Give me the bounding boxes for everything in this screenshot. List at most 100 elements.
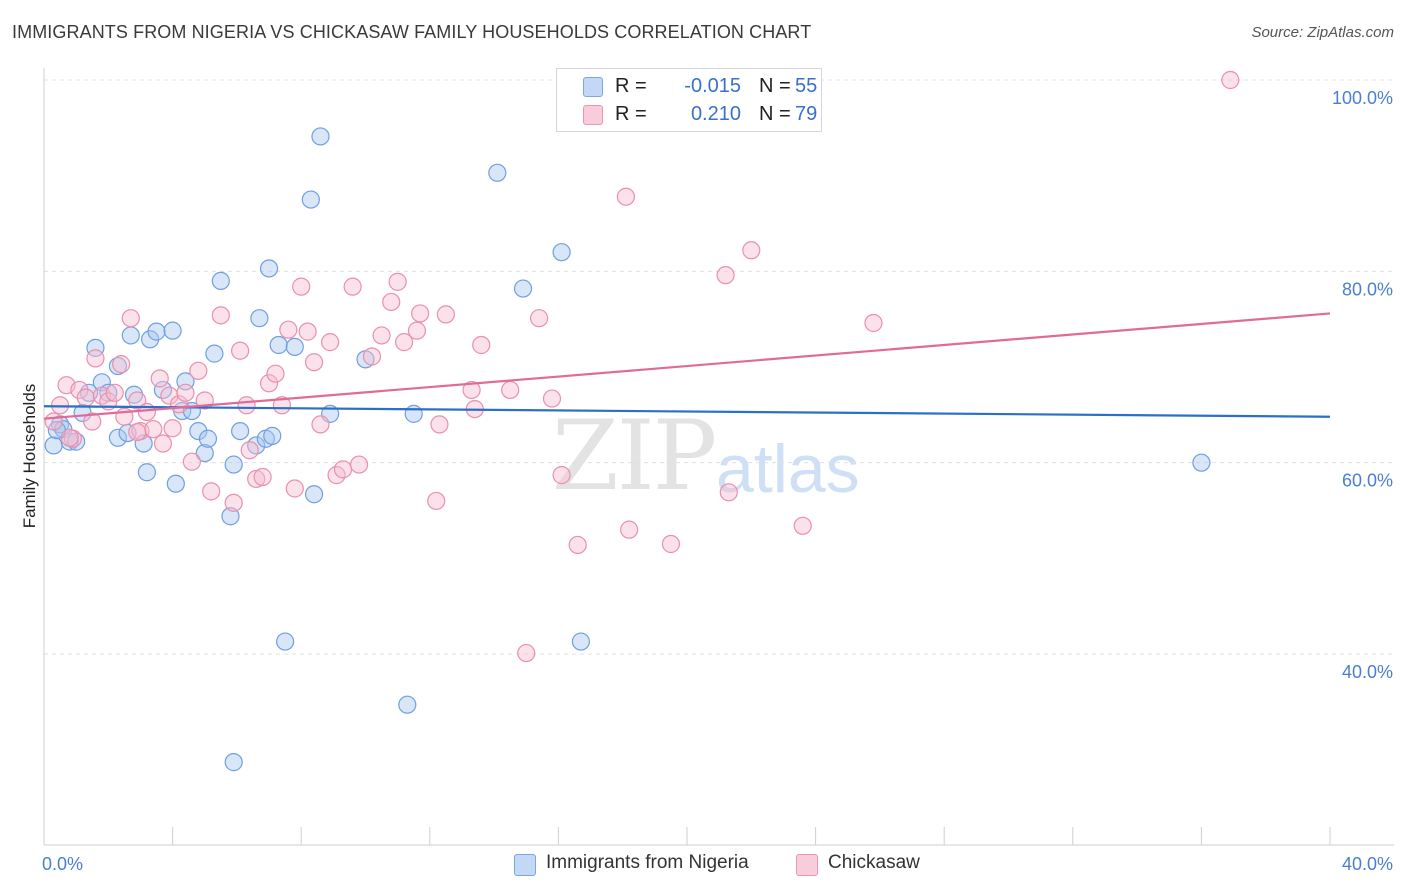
nigeria-point [189, 421, 208, 441]
chickasaw-point [279, 320, 298, 339]
chickasaw-point [231, 341, 250, 360]
nigeria-point [195, 444, 214, 463]
chickasaw-point [388, 272, 407, 291]
chickasaw-point [864, 313, 883, 333]
x-tick-label: 40.0% [1342, 854, 1393, 874]
chickasaw-point [144, 420, 163, 439]
legend-r-label: R = [615, 75, 647, 97]
chickasaw-point [292, 277, 311, 296]
chickasaw-point [285, 479, 304, 498]
y-tick-label: 60.0% [1342, 471, 1393, 491]
nigeria-point [108, 356, 128, 376]
chickasaw-point [298, 322, 317, 341]
series-nigeria-points [44, 127, 1211, 772]
nigeria-point [285, 337, 304, 357]
chickasaw-point [128, 422, 147, 442]
nigeria-point [231, 421, 250, 441]
nigeria-point [276, 632, 295, 651]
chickasaw-point [150, 369, 169, 388]
legend-n-label: N = [759, 75, 791, 97]
legend-n-value-chickasaw: 79 [795, 103, 818, 125]
chickasaw-point [620, 520, 639, 539]
chickasaw-point [272, 396, 292, 415]
nigeria-point [259, 259, 279, 278]
chickasaw-point [266, 364, 285, 383]
legend-row-chickasaw: R = 0.210 N = 79 [583, 103, 817, 127]
trend-lines [43, 312, 1331, 420]
chickasaw-point [517, 643, 536, 663]
chickasaw-point [304, 353, 324, 372]
bottom-legend-swatch-nigeria [514, 854, 536, 876]
chickasaw-point [372, 326, 391, 345]
chickasaw-point [436, 305, 455, 324]
chickasaw-point [530, 309, 549, 328]
chickasaw-point [202, 482, 221, 501]
chickasaw-point [240, 441, 259, 460]
chickasaw-point [60, 428, 79, 447]
legend-r-value-nigeria: -0.015 [684, 75, 741, 97]
chickasaw-point [382, 292, 401, 312]
chickasaw-point [121, 309, 140, 328]
nigeria-point [221, 507, 240, 526]
nigeria-point [224, 455, 243, 474]
chickasaw-point [542, 389, 562, 408]
source-credit: Source: ZipAtlas.com [1251, 24, 1394, 41]
y-tick-label: 100.0% [1332, 88, 1393, 108]
trend-line-chickasaw [43, 312, 1331, 420]
chickasaw-point [189, 361, 208, 380]
chickasaw-point [259, 374, 279, 393]
chickasaw-point [568, 535, 587, 555]
nigeria-point [311, 127, 330, 146]
nigeria-point [269, 335, 288, 355]
chickasaw-point [182, 452, 201, 471]
chickasaw-point [349, 455, 369, 474]
x-tick-label: 0.0% [42, 854, 83, 874]
chickasaw-point [86, 349, 105, 368]
chickasaw-point [211, 306, 230, 325]
chickasaw-point [430, 415, 449, 434]
nigeria-point [163, 321, 182, 340]
bottom-legend-label-chickasaw: Chickasaw [828, 852, 920, 873]
nigeria-point [92, 373, 111, 392]
nigeria-point [121, 326, 140, 345]
nigeria-point [263, 426, 282, 445]
nigeria-point [398, 695, 417, 714]
chickasaw-point [501, 380, 520, 400]
chickasaw-point [237, 396, 256, 415]
nigeria-point [124, 385, 144, 404]
chickasaw-point [311, 415, 330, 434]
nigeria-point [205, 344, 224, 363]
nigeria-point [552, 243, 571, 262]
nigeria-point [147, 322, 166, 341]
nigeria-point [224, 753, 243, 772]
bottom-legend-label-nigeria: Immigrants from Nigeria [546, 852, 749, 873]
chickasaw-point [247, 469, 266, 489]
y-tick-label: 40.0% [1342, 662, 1393, 682]
trend-line-nigeria [43, 405, 1331, 418]
nigeria-point [513, 279, 533, 298]
nigeria-point [301, 190, 320, 209]
chickasaw-point [44, 412, 63, 431]
chickasaw-point [716, 266, 735, 285]
chickasaw-point [394, 333, 414, 352]
nigeria-point [250, 309, 269, 328]
legend-n-value-nigeria: 55 [795, 75, 818, 97]
legend-swatch-nigeria [583, 77, 603, 97]
x-axis-ticks [172, 827, 1331, 845]
nigeria-point [198, 429, 218, 448]
nigeria-point [571, 632, 591, 651]
chickasaw-point [76, 388, 95, 407]
chickasaw-point [362, 347, 382, 366]
chickasaw-point [333, 460, 353, 479]
chickasaw-point [343, 277, 362, 296]
x-axis-tick-labels: 0.0% 40.0% [42, 854, 1393, 874]
chickasaw-point [1221, 70, 1240, 90]
chickasaw-point [552, 466, 571, 485]
chickasaw-point [411, 304, 430, 323]
chickasaw-point [83, 412, 102, 431]
nigeria-point [1192, 453, 1211, 472]
chickasaw-point [616, 187, 636, 206]
chickasaw-point [407, 321, 427, 340]
legend-r-value-chickasaw: 0.210 [690, 103, 741, 125]
